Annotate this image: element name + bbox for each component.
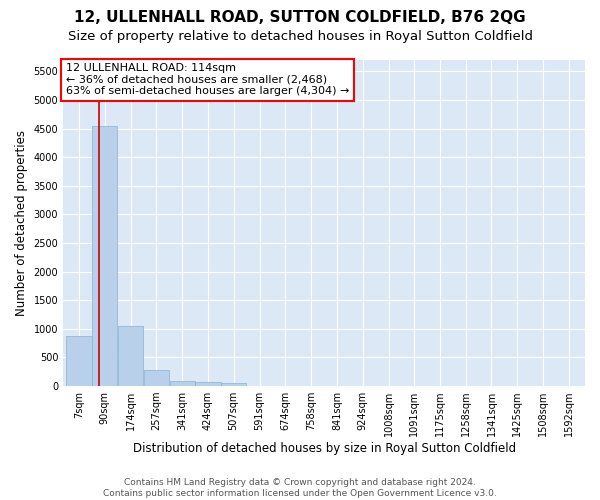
Bar (67, 336, 92, 386)
Text: 12 ULLENHALL ROAD: 114sqm
← 36% of detached houses are smaller (2,468)
63% of se: 12 ULLENHALL ROAD: 114sqm ← 36% of detac… (66, 64, 349, 96)
Text: 12, ULLENHALL ROAD, SUTTON COLDFIELD, B76 2QG: 12, ULLENHALL ROAD, SUTTON COLDFIELD, B7… (74, 10, 526, 25)
Y-axis label: Number of detached properties: Number of detached properties (15, 130, 28, 316)
Text: Size of property relative to detached houses in Royal Sutton Coldfield: Size of property relative to detached ho… (67, 30, 533, 43)
Text: Contains HM Land Registry data © Crown copyright and database right 2024.
Contai: Contains HM Land Registry data © Crown c… (103, 478, 497, 498)
Bar (170, 381, 195, 386)
Bar (143, 370, 169, 386)
Bar (196, 382, 221, 386)
Bar (118, 326, 143, 386)
X-axis label: Distribution of detached houses by size in Royal Sutton Coldfield: Distribution of detached houses by size … (133, 442, 515, 455)
Bar (92, 126, 118, 386)
Bar (221, 383, 247, 386)
